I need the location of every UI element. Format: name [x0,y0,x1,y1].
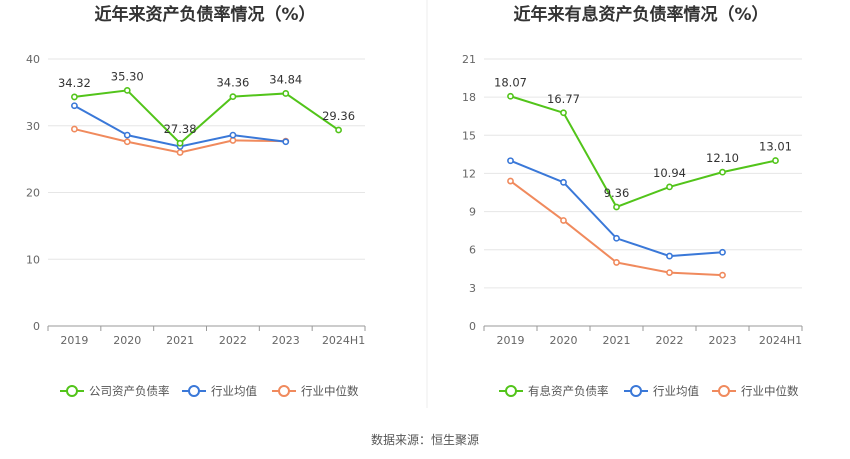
y-tick-label: 30 [26,120,40,133]
data-label: 12.10 [706,151,739,165]
legend-label: 有息资产负债率 [528,384,609,398]
data-point-company [772,157,779,164]
data-point-industry_median [507,177,514,185]
series-line-company [510,95,776,209]
legend-label: 行业中位数 [301,384,359,398]
data-point-industry_median [613,259,620,266]
data-point-company [229,93,237,101]
y-tick-label: 9 [469,206,476,219]
data-point-industry_avg [613,234,620,242]
y-tick-label: 3 [469,282,476,295]
data-point-company [335,126,342,134]
data-point-company [719,168,726,176]
data-point-industry_avg [282,138,290,146]
data-point-company [507,92,514,100]
data-point-industry_median [71,125,78,133]
chart-title: 近年来有息资产负债率情况（%） [513,4,768,25]
chart-panel-debt-ratio: 近年来资产负债率情况（%） 0 10 20 30 40 2019 2020 2021 2022 20… [26,4,366,398]
data-label: 16.77 [547,92,580,106]
data-point-industry_median [229,137,237,144]
data-label: 34.36 [216,76,249,90]
data-point-industry_median [123,138,131,146]
data-point-company [176,139,184,147]
y-tick-label: 12 [462,167,476,180]
chart-panel-interest-bearing-debt-ratio: 近年来有息资产负债率情况（%） 0 3 6 9 12 15 18 21 2019 2020 2021 2… [462,4,803,398]
legend-marker-industry_median [278,385,290,397]
chart-title: 近年来资产负债率情况（%） [94,4,315,25]
x-tick-label: 2024H1 [759,334,802,347]
data-source-label: 数据来源：恒生聚源 [371,432,479,447]
data-label: 18.07 [494,75,527,89]
x-tick-label: 2020 [550,334,578,347]
data-label: 10.94 [653,166,686,180]
legend-label: 公司资产负债率 [89,384,170,398]
legend-label: 行业均值 [653,384,699,398]
data-point-company [282,90,290,97]
data-point-company [71,93,78,101]
data-label: 29.36 [322,109,355,123]
data-label: 34.32 [58,76,91,90]
legend-marker-industry_avg [188,385,200,397]
y-tick-label: 15 [462,129,476,142]
x-tick-label: 2021 [166,334,194,347]
data-label: 34.84 [269,72,302,86]
data-point-industry_median [719,271,726,279]
data-point-industry_avg [123,131,131,139]
legend-marker-industry_avg [630,385,642,397]
x-tick-label: 2022 [656,334,684,347]
legend-label: 行业均值 [211,384,257,398]
y-tick-label: 0 [33,320,40,333]
y-tick-label: 18 [462,91,476,104]
legend-marker-company [505,385,517,397]
x-tick-label: 2023 [272,334,300,347]
data-label: 35.30 [111,69,144,83]
data-label: 13.01 [759,140,792,154]
data-label: 27.38 [164,122,197,136]
x-tick-label: 2022 [219,334,247,347]
x-tick-label: 2023 [709,334,737,347]
x-tick-label: 2021 [603,334,631,347]
y-tick-label: 40 [26,53,40,66]
x-tick-label: 2024H1 [322,334,365,347]
data-point-company [560,109,567,117]
data-point-industry_avg [560,178,567,186]
legend-marker-company [66,385,78,397]
data-point-industry_avg [666,252,673,260]
data-point-industry_avg [507,157,514,165]
series-line-company [74,89,340,145]
data-point-industry_avg [719,248,726,256]
data-point-industry_median [666,269,673,276]
data-point-industry_avg [229,131,237,139]
data-point-industry_median [176,149,184,156]
data-point-industry_avg [71,102,78,110]
data-point-company [666,183,673,191]
y-tick-label: 10 [26,253,40,266]
legend-marker-industry_median [718,385,730,397]
y-tick-label: 20 [26,187,40,200]
legend-label: 行业中位数 [741,384,799,398]
y-tick-label: 21 [462,53,476,66]
y-tick-label: 6 [469,244,476,257]
data-point-company [123,86,131,94]
data-label: 9.36 [604,186,630,200]
x-tick-label: 2020 [113,334,141,347]
data-point-industry_median [560,217,567,224]
y-tick-label: 0 [469,320,476,333]
x-tick-label: 2019 [497,334,525,347]
x-tick-label: 2019 [60,334,88,347]
data-point-company [613,203,620,211]
